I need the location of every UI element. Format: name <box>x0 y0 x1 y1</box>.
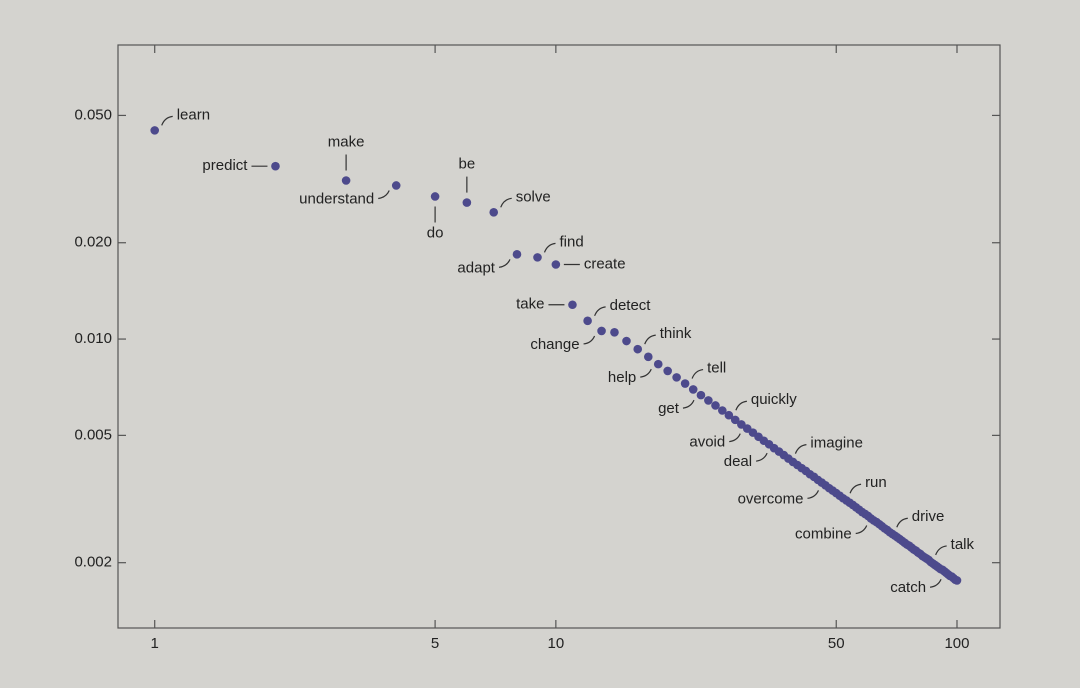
y-tick-label: 0.050 <box>74 106 112 123</box>
point-label: overcome <box>738 490 804 507</box>
y-tick-label: 0.020 <box>74 234 112 251</box>
point-label: avoid <box>689 434 725 451</box>
data-point <box>568 300 577 310</box>
y-tick-label: 0.002 <box>74 554 112 571</box>
point-label: solve <box>516 188 551 205</box>
data-point <box>672 373 681 382</box>
label-leader <box>794 444 807 454</box>
point-label: tell <box>707 360 726 377</box>
data-point <box>663 366 672 376</box>
x-tick-label: 100 <box>944 635 969 652</box>
label-leader <box>640 368 652 378</box>
label-leader <box>855 525 868 535</box>
point-label: predict <box>202 157 248 174</box>
point-label: detect <box>610 297 652 314</box>
label-leader <box>594 306 606 317</box>
label-leader <box>644 334 656 345</box>
data-point <box>653 359 663 369</box>
data-point <box>952 576 962 585</box>
label-leader <box>896 517 908 528</box>
data-point <box>533 253 542 262</box>
label-leader <box>498 259 511 268</box>
label-leader <box>583 335 596 345</box>
data-point <box>271 161 280 171</box>
data-point <box>724 410 734 420</box>
point-label: be <box>459 156 476 173</box>
data-point <box>643 352 653 362</box>
label-leader <box>682 399 695 409</box>
point-label: talk <box>951 536 975 553</box>
label-leader <box>161 115 173 126</box>
point-label: quickly <box>751 391 797 408</box>
label-leader <box>735 400 747 411</box>
label-leader <box>543 242 556 253</box>
point-label: do <box>427 224 444 241</box>
label-leader <box>756 452 768 462</box>
label-leader <box>849 483 862 494</box>
data-point <box>680 379 690 388</box>
data-point <box>704 396 713 405</box>
data-point <box>610 327 619 337</box>
label-leader <box>935 545 947 556</box>
data-point <box>583 316 592 326</box>
point-label: understand <box>299 190 374 207</box>
point-label: take <box>516 296 544 313</box>
label-leader <box>378 190 390 200</box>
data-point <box>430 192 440 201</box>
label-leader <box>729 433 741 443</box>
label-leader <box>807 490 820 499</box>
point-label: make <box>328 133 365 150</box>
data-point <box>622 336 631 346</box>
data-point <box>730 415 740 425</box>
data-point <box>718 406 727 415</box>
point-label: drive <box>912 508 945 525</box>
point-label: learn <box>177 106 210 123</box>
data-point <box>696 390 706 400</box>
x-tick-label: 10 <box>548 635 565 652</box>
point-label: deal <box>724 453 752 470</box>
data-point <box>688 385 698 394</box>
point-label: create <box>584 255 626 272</box>
point-label: help <box>608 369 636 386</box>
x-tick-label: 5 <box>431 635 439 652</box>
label-leader <box>929 579 942 588</box>
data-point <box>489 207 499 217</box>
point-label: combine <box>795 525 852 542</box>
y-tick-label: 0.010 <box>74 330 112 347</box>
point-label: find <box>559 233 583 250</box>
data-point <box>150 126 160 135</box>
x-tick-label: 50 <box>828 635 845 652</box>
data-point <box>462 198 472 207</box>
data-point <box>551 260 561 269</box>
data-point <box>633 344 643 354</box>
data-point <box>391 181 401 190</box>
point-label: catch <box>890 579 926 596</box>
point-label: imagine <box>810 435 863 452</box>
label-leader <box>500 197 512 208</box>
y-tick-label: 0.005 <box>74 426 112 443</box>
data-point <box>341 176 351 185</box>
point-label: change <box>530 336 579 353</box>
point-label: get <box>658 400 680 417</box>
label-leader <box>691 368 704 379</box>
data-point <box>597 326 606 336</box>
data-point <box>711 401 720 410</box>
data-point <box>512 250 522 259</box>
x-tick-label: 1 <box>151 635 159 652</box>
point-label: run <box>865 474 887 491</box>
plot-frame <box>117 44 1001 629</box>
point-label: think <box>660 325 692 342</box>
point-label: adapt <box>457 259 495 276</box>
